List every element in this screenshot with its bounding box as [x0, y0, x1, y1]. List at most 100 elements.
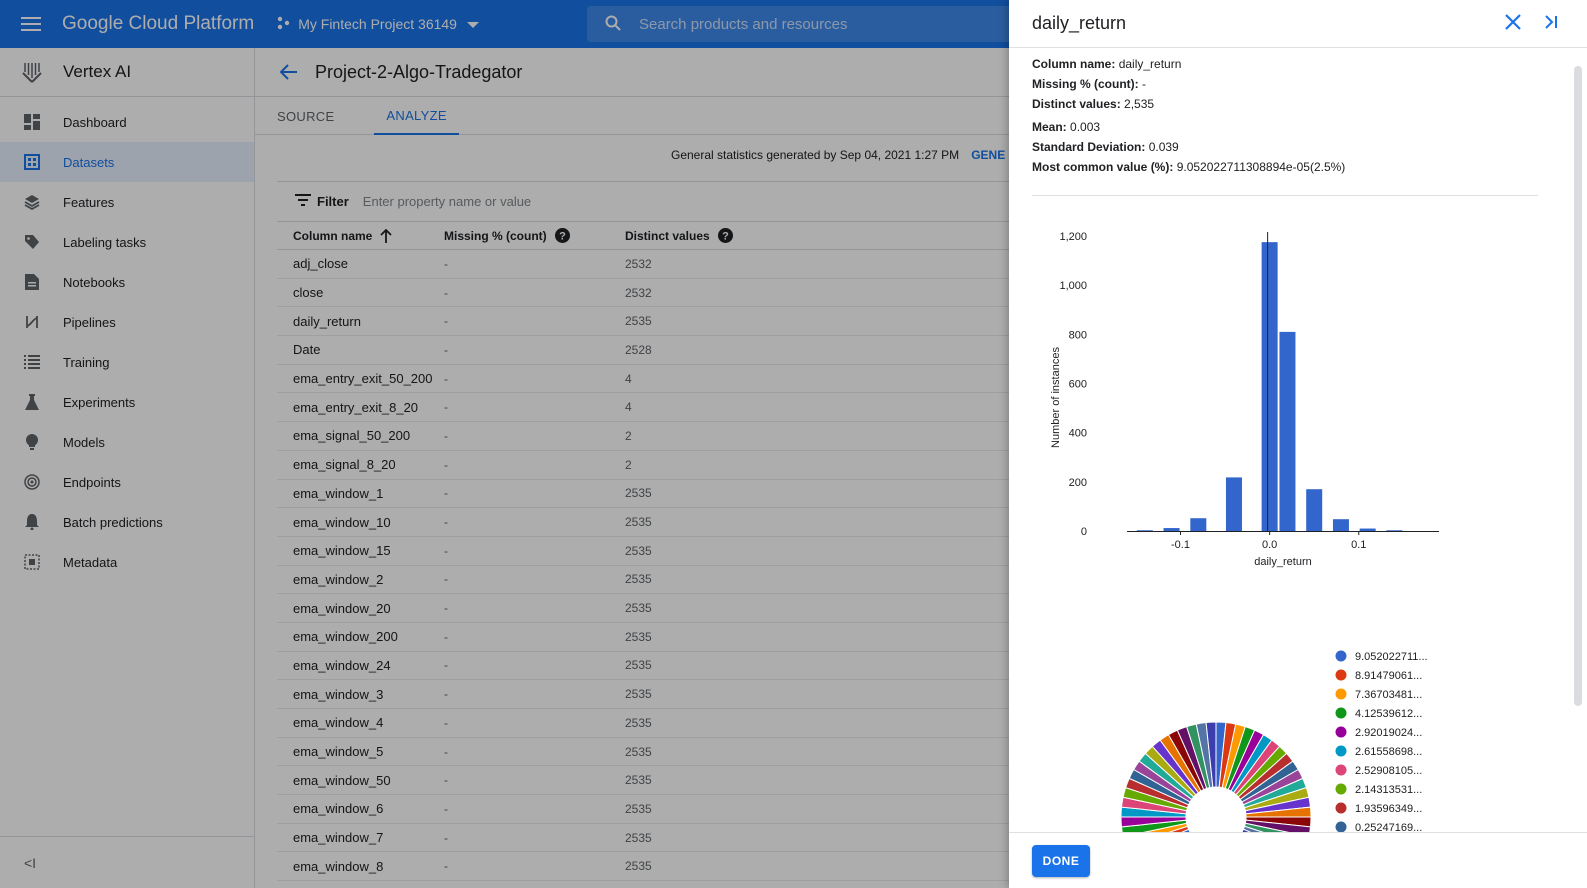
- brand-logo[interactable]: Google Cloud Platform: [62, 13, 255, 34]
- table-row[interactable]: ema_window_4 - 2535: [277, 709, 1577, 738]
- column-header-name[interactable]: Column name: [277, 228, 444, 243]
- stat-most-common: Most common value (%): 9.052022711308894…: [1032, 160, 1345, 174]
- legend-swatch: [1335, 650, 1347, 662]
- legend-label[interactable]: 2.14313531...: [1355, 784, 1422, 796]
- cell-column-name: ema_entry_exit_8_20: [293, 399, 419, 415]
- sidebar-item-experiments[interactable]: Experiments: [0, 382, 254, 422]
- table-row[interactable]: ema_window_2 - 2535: [277, 566, 1577, 595]
- cell-missing: -: [444, 773, 448, 788]
- histogram-bar[interactable]: [1359, 528, 1376, 531]
- histogram-bar[interactable]: [1279, 331, 1296, 531]
- column-header-distinct[interactable]: Distinct values ?: [625, 228, 825, 243]
- collapse-panel-icon[interactable]: [1543, 13, 1559, 34]
- table-row[interactable]: ema_window_1 - 2535: [277, 480, 1577, 509]
- legend-label[interactable]: 2.61558698...: [1355, 746, 1422, 758]
- table-row[interactable]: ema_entry_exit_8_20 - 4: [277, 393, 1577, 423]
- sidebar-item-dashboard[interactable]: Dashboard: [0, 102, 254, 142]
- done-button[interactable]: DONE: [1032, 845, 1090, 877]
- arrow-up-icon: [380, 228, 392, 243]
- table-row[interactable]: ema_signal_50_200 - 2: [277, 422, 1577, 451]
- project-picker[interactable]: My Fintech Project 36149: [276, 16, 479, 33]
- legend-label[interactable]: 7.36703481...: [1355, 689, 1422, 701]
- table-row[interactable]: ema_window_50 - 2535: [277, 766, 1577, 796]
- help-icon[interactable]: ?: [717, 228, 733, 243]
- table-row[interactable]: ema_window_6 - 2535: [277, 795, 1577, 824]
- legend-label[interactable]: 2.52908105...: [1355, 765, 1422, 777]
- table-row[interactable]: ema_window_5 - 2535: [277, 738, 1577, 767]
- table-row[interactable]: ema_window_7 - 2535: [277, 824, 1577, 853]
- table-row[interactable]: ema_window_10 - 2535: [277, 508, 1577, 537]
- help-icon[interactable]: ?: [554, 228, 570, 243]
- menu-icon[interactable]: [0, 0, 62, 48]
- histogram-bar[interactable]: [1225, 477, 1242, 531]
- search-input[interactable]: [639, 15, 999, 33]
- histogram-bar[interactable]: [1261, 242, 1278, 532]
- table-row[interactable]: adj_close - 2532: [277, 250, 1577, 279]
- sidebar-item-labeling-tasks[interactable]: Labeling tasks: [0, 222, 254, 262]
- sidebar-item-features[interactable]: Features: [0, 182, 254, 222]
- table-row[interactable]: close - 2532: [277, 279, 1577, 308]
- sidebar-item-pipelines[interactable]: Pipelines: [0, 302, 254, 342]
- sidebar-item-datasets[interactable]: Datasets: [0, 142, 254, 182]
- legend-label[interactable]: 2.92019024...: [1355, 727, 1422, 739]
- table-row[interactable]: ema_signal_8_20 - 2: [277, 451, 1577, 480]
- svg-text:?: ?: [722, 231, 729, 243]
- cell-missing: -: [444, 687, 448, 702]
- sidebar-item-endpoints[interactable]: Endpoints: [0, 462, 254, 502]
- sidebar-item-metadata[interactable]: Metadata: [0, 542, 254, 582]
- search-bar[interactable]: [587, 6, 1027, 42]
- legend-swatch: [1335, 745, 1347, 757]
- histogram-bar[interactable]: [1136, 530, 1153, 531]
- cell-distinct: 2535: [625, 515, 652, 530]
- table-row[interactable]: ema_window_24 - 2535: [277, 652, 1577, 681]
- cell-missing: -: [444, 314, 448, 329]
- close-icon[interactable]: [1503, 12, 1523, 35]
- legend-label[interactable]: 4.12539612...: [1355, 708, 1422, 720]
- table-row[interactable]: Date - 2528: [277, 336, 1577, 365]
- histogram-bar[interactable]: [1386, 530, 1403, 531]
- legend-label[interactable]: 1.93596349...: [1355, 803, 1422, 815]
- cell-column-name: adj_close: [293, 256, 348, 272]
- tab-source[interactable]: SOURCE: [277, 108, 335, 124]
- tab-analyze[interactable]: ANALYZE: [374, 97, 459, 135]
- label-icon: [0, 234, 63, 250]
- filter-input[interactable]: [362, 194, 763, 209]
- legend-label[interactable]: 8.91479061...: [1355, 670, 1422, 682]
- pie-slice[interactable]: [1205, 721, 1217, 788]
- metadata-icon: [0, 554, 63, 570]
- back-arrow-icon[interactable]: [263, 64, 315, 80]
- sidebar-item-models[interactable]: Models: [0, 422, 254, 462]
- table-row[interactable]: ema_window_15 - 2535: [277, 537, 1577, 566]
- column-header-missing[interactable]: Missing % (count) ?: [444, 228, 625, 243]
- pie-slice[interactable]: [1241, 828, 1303, 832]
- generate-link[interactable]: GENE: [971, 148, 1006, 162]
- histogram-bar[interactable]: [1332, 519, 1349, 531]
- collapse-sidebar-button[interactable]: <I: [0, 836, 255, 888]
- legend-label[interactable]: 0.25247169...: [1355, 822, 1422, 832]
- table-row[interactable]: ema_entry_exit_50_200- 4: [277, 365, 1577, 394]
- table-row[interactable]: ema_window_3 - 2535: [277, 680, 1577, 709]
- y-tick-label: 1,000: [1059, 280, 1087, 292]
- table-row[interactable]: ema_window_20 - 2535: [277, 594, 1577, 623]
- cell-distinct: 2535: [625, 859, 652, 874]
- vertex-ai-icon: [0, 60, 63, 84]
- column-header-label: Missing % (count): [444, 228, 547, 243]
- table-header: Column name Missing % (count) ? Distinct…: [277, 221, 1577, 250]
- endpoints-icon: [0, 474, 63, 490]
- legend-label[interactable]: 9.052022711...: [1355, 651, 1428, 663]
- histogram-bar[interactable]: [1306, 489, 1323, 531]
- cell-missing: -: [444, 830, 448, 845]
- datasets-icon: [0, 154, 63, 170]
- sidebar-item-batch-predictions[interactable]: Batch predictions: [0, 502, 254, 542]
- sidebar-item-notebooks[interactable]: Notebooks: [0, 262, 254, 302]
- x-axis-label: daily_return: [1254, 556, 1311, 568]
- table-row[interactable]: ema_window_8 - 2535: [277, 852, 1577, 882]
- histogram-bar[interactable]: [1190, 518, 1207, 531]
- histogram-bar[interactable]: [1163, 528, 1180, 531]
- table-row[interactable]: daily_return - 2535: [277, 307, 1577, 337]
- features-icon: [0, 194, 63, 210]
- cell-distinct: 4: [625, 371, 632, 386]
- table-row[interactable]: ema_window_200 - 2535: [277, 623, 1577, 652]
- scrollbar[interactable]: [1574, 66, 1582, 706]
- sidebar-item-training[interactable]: Training: [0, 342, 254, 382]
